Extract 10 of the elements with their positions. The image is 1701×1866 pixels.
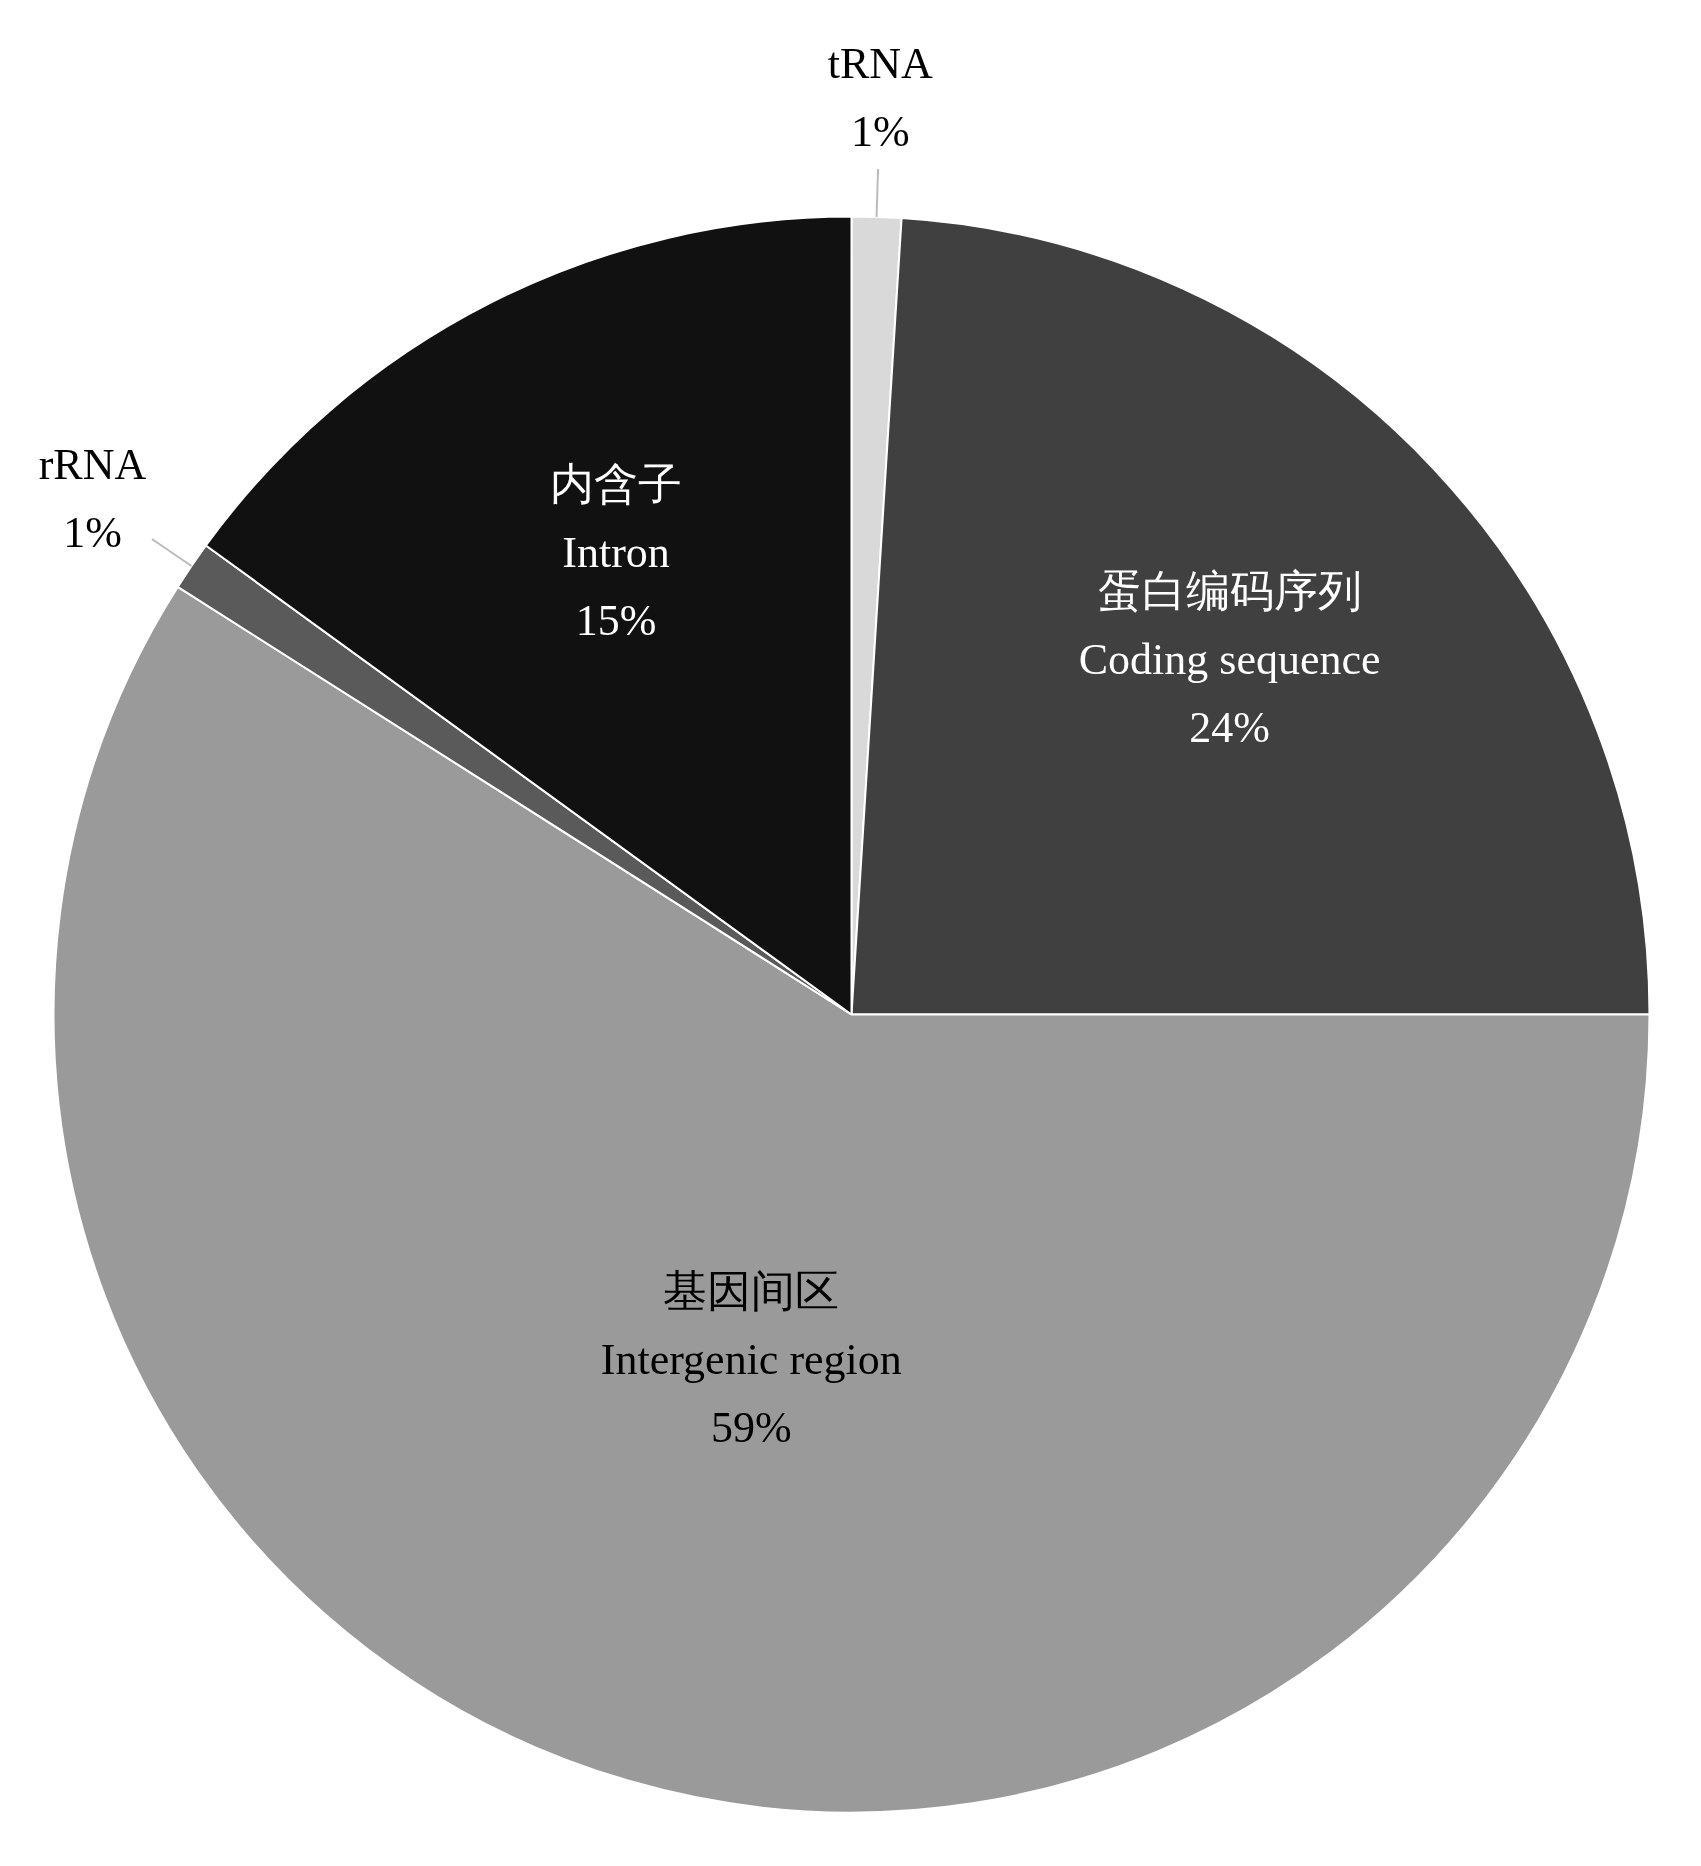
slice-label: tRNA — [827, 38, 934, 88]
data-label: 24% — [1189, 703, 1270, 753]
slice-label: 蛋白编码序列 Coding sequence — [1078, 566, 1381, 684]
data-label: 1% — [63, 508, 122, 558]
slice-label: 基因间区 Intergenic region — [600, 1266, 902, 1384]
slice-label: 内含子 Intron — [550, 459, 683, 577]
data-label: 15% — [575, 596, 657, 646]
slice-label: rRNA — [38, 440, 147, 490]
data-label: 59% — [710, 1403, 792, 1453]
data-label: 1% — [851, 106, 910, 156]
